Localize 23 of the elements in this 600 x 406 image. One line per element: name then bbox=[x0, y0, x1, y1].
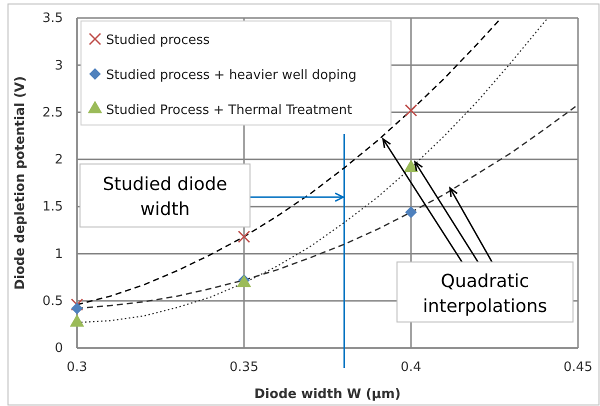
annotation: Studied diode width bbox=[102, 174, 228, 220]
y-tick-label: 1.5 bbox=[42, 200, 63, 215]
y-tick-label: 2 bbox=[54, 152, 63, 168]
legend-label: Studied process bbox=[106, 33, 210, 48]
x-tick-label: 0.3 bbox=[66, 360, 88, 376]
x-axis-title: Diode width W (µm) bbox=[254, 387, 401, 402]
y-tick-label: 0.5 bbox=[42, 294, 63, 310]
annotation: Quadratic interpolations bbox=[422, 271, 548, 317]
y-tick-label: 3 bbox=[54, 58, 63, 74]
point bbox=[71, 302, 83, 314]
x-tick-label: 0.4 bbox=[400, 360, 422, 376]
legend-label: Studied Process + Thermal Treatment bbox=[106, 103, 352, 118]
x-tick-label: 0.45 bbox=[564, 360, 592, 376]
y-tick-label: 1 bbox=[54, 246, 63, 262]
y-tick-label: 3.5 bbox=[42, 11, 63, 26]
point bbox=[238, 230, 250, 243]
y-tick-label: 0 bbox=[54, 341, 63, 356]
legend-label: Studied process + heavier well doping bbox=[106, 68, 356, 83]
x-tick-label: 0.35 bbox=[230, 360, 258, 376]
point bbox=[404, 104, 418, 117]
point bbox=[405, 206, 417, 218]
y-tick-label: 2.5 bbox=[42, 105, 63, 120]
y-axis-title: Diode depletion potential (V) bbox=[13, 76, 28, 290]
